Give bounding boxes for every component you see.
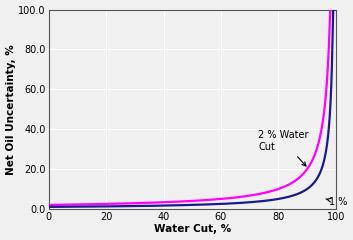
Text: 1 %: 1 %: [326, 197, 347, 207]
Y-axis label: Net Oil Uncertainty, %: Net Oil Uncertainty, %: [6, 44, 16, 174]
X-axis label: Water Cut, %: Water Cut, %: [154, 224, 231, 234]
Text: 2 % Water
Cut: 2 % Water Cut: [258, 130, 309, 166]
